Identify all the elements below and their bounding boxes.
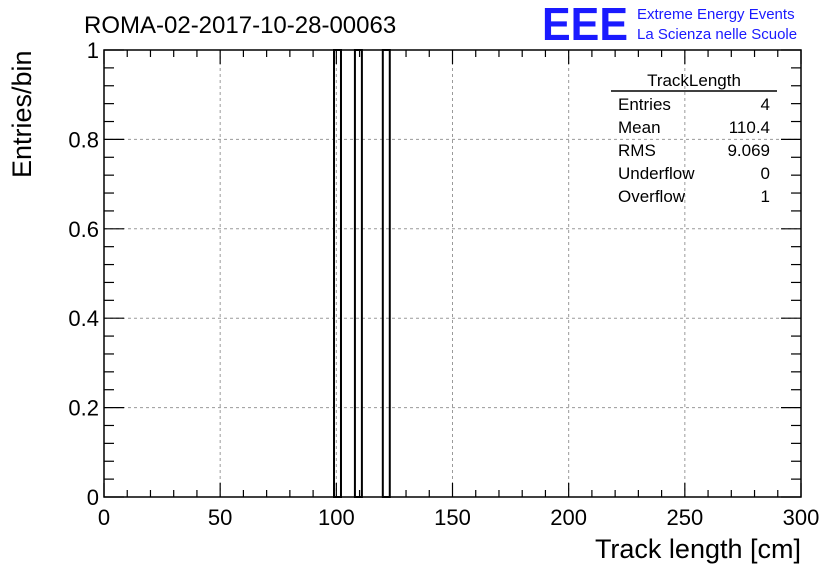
- logo-line-2: La Scienza nelle Scuole: [637, 26, 797, 43]
- histogram-bin: [353, 49, 363, 498]
- stats-row-value: 4: [761, 95, 770, 114]
- x-tick-label: 300: [783, 505, 820, 530]
- stats-row-value: 110.4: [729, 118, 770, 137]
- x-tick-labels: 0 50 100 150 200 250 300: [98, 505, 819, 530]
- x-tick-label: 0: [98, 505, 110, 530]
- stats-row-label: Underflow: [618, 164, 695, 183]
- stats-row-label: RMS: [618, 141, 656, 160]
- stats-row-label: Entries: [618, 95, 671, 114]
- x-tick-label: 100: [318, 505, 355, 530]
- stats-box-title: TrackLength: [647, 71, 741, 90]
- histogram-bin: [381, 49, 391, 498]
- grid-lines: [104, 49, 801, 497]
- stats-box: TrackLength Entries 4 Mean 110.4 RMS 9.069 Und…: [611, 71, 777, 206]
- eee-logo-icon: EEE: [542, 0, 628, 50]
- x-tick-label: 50: [208, 505, 232, 530]
- plot-frame: [103, 49, 802, 498]
- x-axis-label: Track length [cm]: [595, 534, 801, 564]
- stats-row-label: Mean: [618, 118, 661, 137]
- y-tick-label: 1: [87, 38, 99, 63]
- stats-row-label: Overflow: [618, 187, 686, 206]
- stats-row-value: 1: [761, 187, 770, 206]
- y-axis-label: Entries/bin: [7, 50, 37, 178]
- x-tick-label: 150: [434, 505, 471, 530]
- x-tick-label: 200: [550, 505, 587, 530]
- stats-rows: Entries 4 Mean 110.4 RMS 9.069 Underflow 0 Overf…: [618, 95, 770, 206]
- axis-ticks: [103, 49, 802, 498]
- logo-line-1: Extreme Energy Events: [637, 6, 795, 23]
- y-tick-labels: 0 0.2 0.4 0.6 0.8 1: [68, 38, 99, 510]
- stats-row-value: 0: [761, 164, 770, 183]
- y-tick-label: 0.6: [68, 217, 99, 242]
- histogram-bin: [333, 49, 342, 498]
- run-title: ROMA-02-2017-10-28-00063: [84, 12, 396, 39]
- y-tick-label: 0.4: [68, 306, 99, 331]
- y-tick-label: 0.2: [68, 396, 99, 421]
- histogram-bins: [333, 49, 391, 498]
- x-tick-label: 250: [666, 505, 703, 530]
- y-tick-label: 0: [87, 485, 99, 510]
- y-tick-label: 0.8: [68, 127, 99, 152]
- stats-row-value: 9.069: [727, 141, 770, 160]
